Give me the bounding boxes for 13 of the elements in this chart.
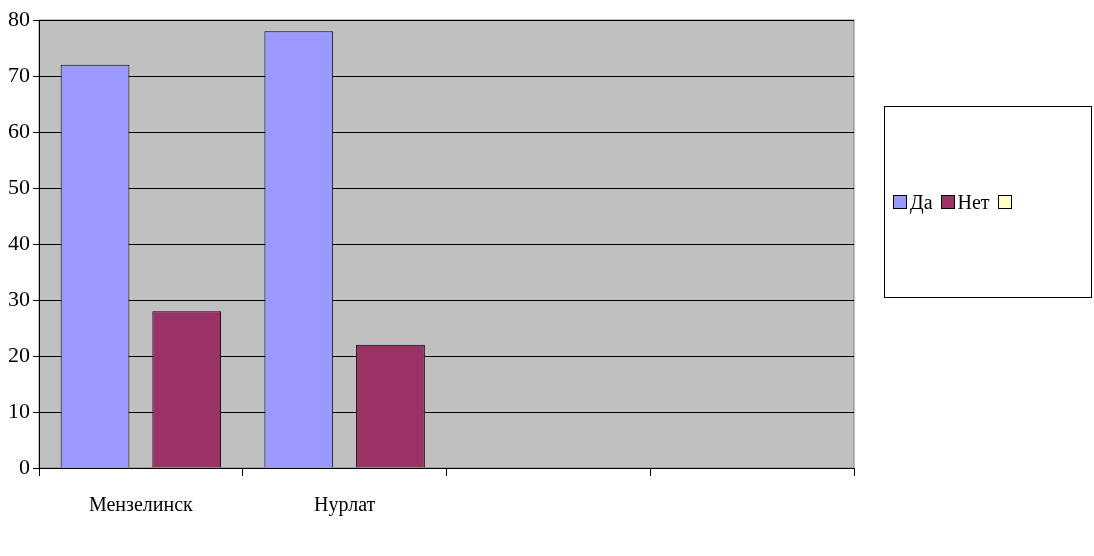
x-tick-label: Мензелинск (88, 493, 194, 516)
y-tick-label: 70 (8, 61, 30, 87)
legend-label: Да (910, 190, 933, 214)
y-tick-label: 50 (8, 173, 30, 199)
y-tick-label: 30 (8, 285, 30, 311)
legend-label: Нет (957, 190, 990, 214)
y-tick-label: 40 (8, 229, 30, 255)
y-tick-label: 0 (19, 453, 30, 479)
y-tick-label: 10 (8, 397, 30, 423)
y-tick-label: 20 (8, 341, 30, 367)
x-tick-label: Нурлат (313, 493, 376, 517)
y-tick-label: 80 (8, 5, 30, 31)
y-tick-label: 60 (8, 117, 30, 143)
